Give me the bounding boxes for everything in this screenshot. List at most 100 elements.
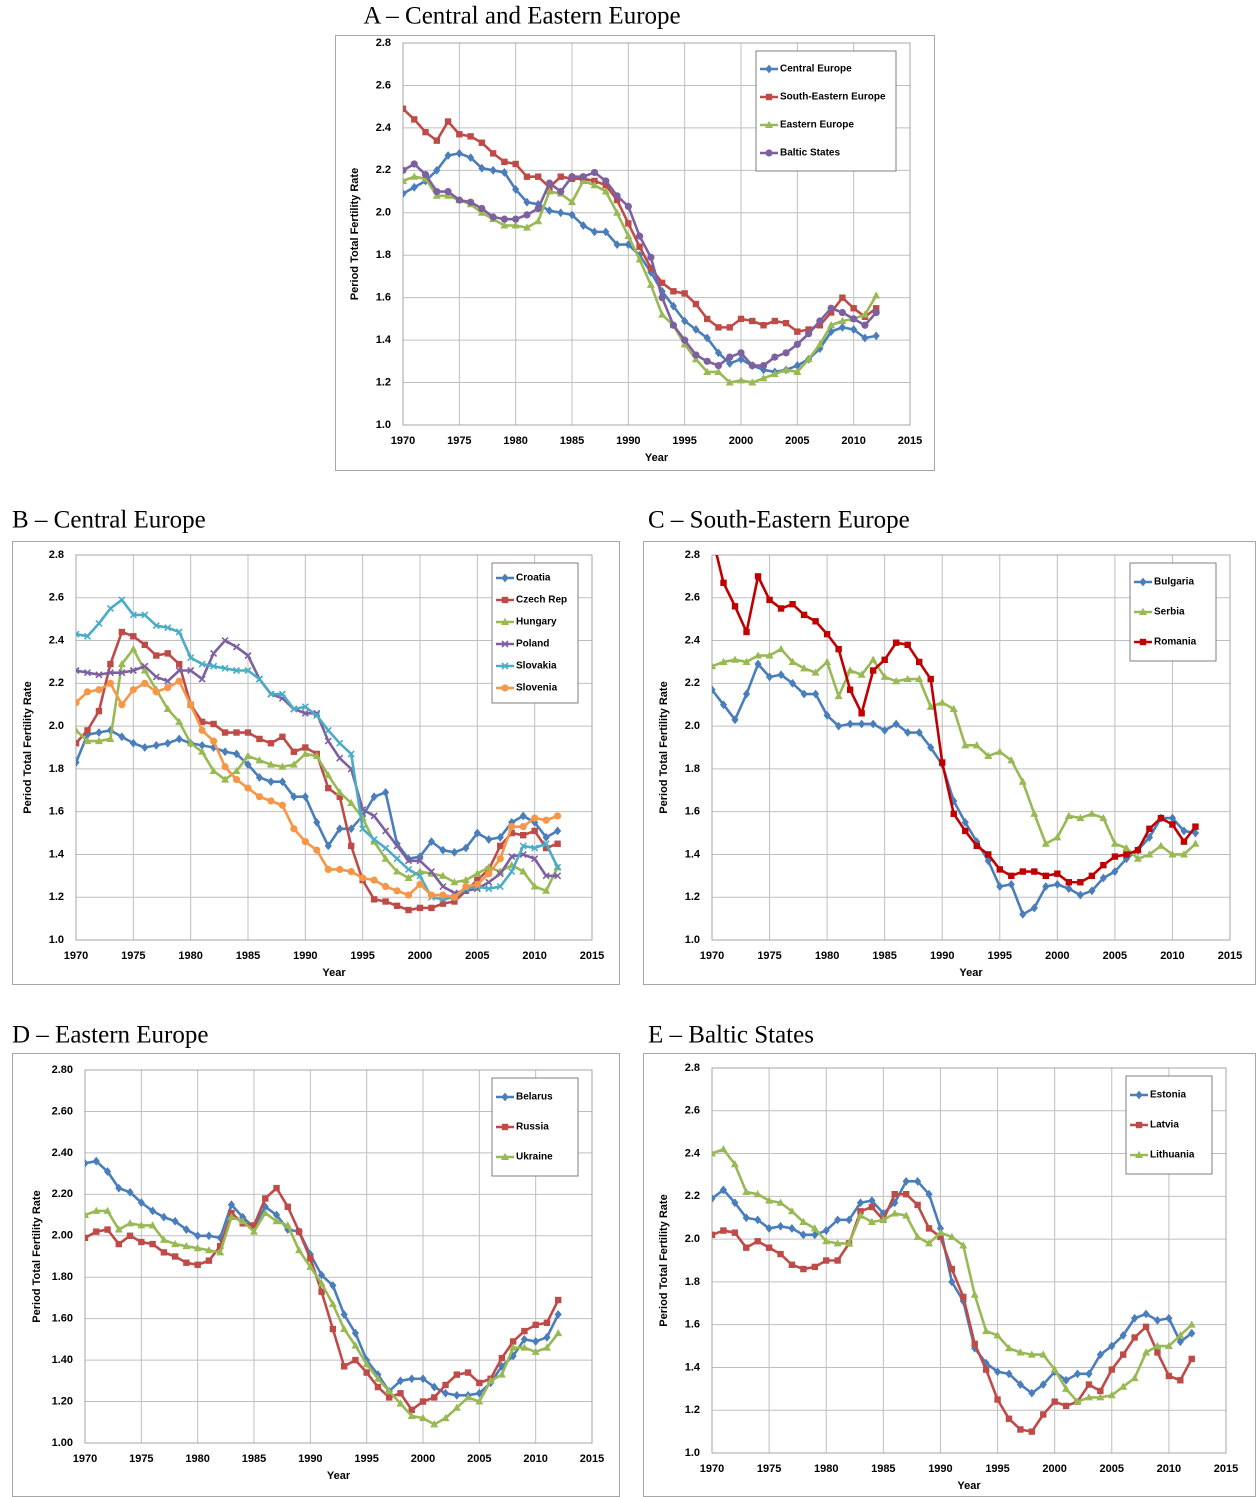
y-tick-label: 1.8 xyxy=(685,1276,700,1288)
point xyxy=(789,600,796,608)
legend: Belarus Russia Ukraine xyxy=(491,1077,579,1177)
point xyxy=(194,1231,202,1241)
point xyxy=(1177,1377,1184,1384)
point xyxy=(902,1176,910,1186)
point xyxy=(1039,1350,1048,1358)
x-tick-label: 1995 xyxy=(354,1453,378,1465)
point xyxy=(542,832,550,842)
point xyxy=(508,823,516,831)
point xyxy=(141,679,149,687)
point xyxy=(126,1187,134,1197)
point xyxy=(431,1394,438,1401)
point xyxy=(255,675,264,683)
x-tick-label: 2000 xyxy=(411,1453,435,1465)
point xyxy=(164,650,171,657)
point xyxy=(1054,870,1061,877)
point xyxy=(692,325,700,334)
point xyxy=(1085,1381,1093,1388)
y-tick-label: 2.0 xyxy=(685,1233,700,1245)
point xyxy=(256,735,263,743)
point xyxy=(410,160,418,168)
point xyxy=(152,673,160,681)
point xyxy=(152,688,160,696)
point xyxy=(221,747,229,757)
point xyxy=(902,1211,911,1219)
point xyxy=(129,611,137,619)
point xyxy=(290,705,298,713)
point xyxy=(1040,1411,1047,1418)
point xyxy=(164,624,172,632)
point xyxy=(737,349,745,357)
point xyxy=(478,163,486,173)
y-tick-label: 2.2 xyxy=(685,677,700,689)
point xyxy=(433,137,440,144)
legend-marker xyxy=(501,596,509,604)
x-tick-label: 1985 xyxy=(872,950,896,962)
point xyxy=(681,316,689,326)
point xyxy=(891,1190,898,1198)
point xyxy=(509,1351,517,1361)
point xyxy=(557,187,565,196)
point xyxy=(1142,1348,1151,1356)
point xyxy=(542,1343,551,1351)
point xyxy=(295,1246,304,1254)
point xyxy=(306,1262,315,1270)
plot-border xyxy=(84,1069,593,1444)
point xyxy=(658,294,666,302)
point xyxy=(838,308,847,317)
point xyxy=(534,204,542,213)
point xyxy=(118,596,126,604)
point xyxy=(336,754,344,762)
point xyxy=(95,671,103,679)
point xyxy=(496,870,504,878)
point xyxy=(1096,1350,1104,1360)
y-tick-label: 1.6 xyxy=(685,1319,700,1331)
y-tick-label: 2.40 xyxy=(52,1147,73,1159)
x-tick-label: 1970 xyxy=(700,1463,724,1475)
point xyxy=(590,227,599,237)
point xyxy=(554,1328,563,1337)
point xyxy=(83,736,92,745)
point xyxy=(404,891,413,899)
point xyxy=(892,676,901,685)
point xyxy=(647,253,655,261)
point xyxy=(501,158,508,166)
point xyxy=(719,700,728,710)
point xyxy=(579,173,587,181)
point xyxy=(498,1354,506,1362)
point xyxy=(730,1160,739,1168)
chart-title: E – Baltic States xyxy=(648,1022,814,1049)
point xyxy=(497,1370,506,1378)
point xyxy=(647,264,655,272)
chart-panel: B – Central Europe 1.0 1.2 1.4 1.6 1.8 2.0 2.2 2… xyxy=(12,507,620,985)
point xyxy=(1041,839,1050,847)
point xyxy=(439,845,447,855)
point xyxy=(370,812,378,820)
point xyxy=(823,630,831,638)
point xyxy=(771,353,779,361)
x-tick-label: 1985 xyxy=(242,1453,266,1465)
point xyxy=(759,374,768,382)
y-tick-label: 2.6 xyxy=(49,592,64,604)
point xyxy=(221,664,229,672)
point xyxy=(1165,1313,1173,1323)
y-tick-label: 2.6 xyxy=(376,79,391,91)
point xyxy=(317,1279,326,1287)
x-tick-label: 2015 xyxy=(580,1453,604,1465)
point xyxy=(800,1265,807,1273)
point xyxy=(1076,890,1084,900)
point xyxy=(1131,1334,1138,1341)
point xyxy=(1018,777,1027,785)
legend-marker xyxy=(1135,1090,1143,1100)
point xyxy=(385,1386,394,1395)
point xyxy=(545,179,554,187)
y-tick-label: 2.2 xyxy=(49,677,64,689)
point xyxy=(329,1281,337,1290)
point xyxy=(636,232,644,240)
y-tick-label: 1.6 xyxy=(49,806,64,818)
point xyxy=(76,726,80,734)
point xyxy=(347,750,355,758)
point xyxy=(312,751,321,760)
y-tick-label: 2.8 xyxy=(376,37,391,49)
legend-label: Bulgaria xyxy=(1154,577,1194,588)
